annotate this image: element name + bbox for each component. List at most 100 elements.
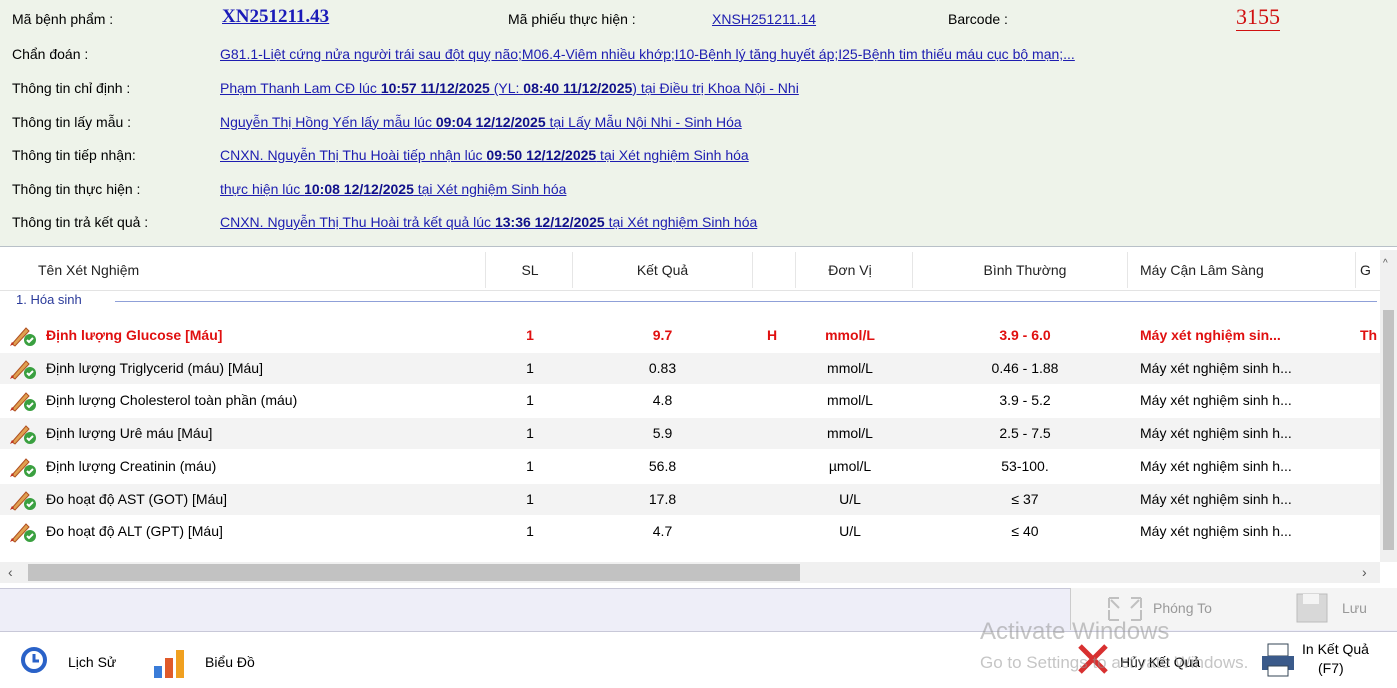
column-header[interactable]: G xyxy=(1360,262,1371,278)
specimen-label: Mã bệnh phẩm : xyxy=(12,11,114,27)
order-value: XNSH251211.14 xyxy=(712,11,817,27)
zoom-icon xyxy=(1108,597,1142,621)
cell-range: 53-100. xyxy=(1001,457,1049,474)
cell-name: Đo hoạt độ ALT (GPT) [Máu] xyxy=(46,523,223,540)
cell-name: Định lượng Urê máu [Máu] xyxy=(46,425,213,442)
column-separator xyxy=(752,252,753,288)
cell-name: Định lượng Cholesterol toàn phần (máu) xyxy=(46,392,298,409)
info-value: CNXN. Nguyễn Thị Thu Hoài tiếp nhận lúc … xyxy=(220,147,749,163)
info-part: 09:04 12/12/2025 xyxy=(435,113,546,130)
watermark-text: Go to Settings to activate Windows. xyxy=(980,653,1249,672)
info-value: Phạm Thanh Lam CĐ lúc 10:57 11/12/2025 (… xyxy=(220,80,799,96)
info-value: CNXN. Nguyễn Thị Thu Hoài trả kết quả lú… xyxy=(220,214,757,230)
cancel-button[interactable]: Hủy Kết Quả xyxy=(1120,654,1201,670)
cell-unit: mmol/L xyxy=(827,425,873,442)
cell-range: 3.9 - 6.0 xyxy=(999,327,1051,343)
cell-machine: Máy xét nghiệm sinh h... xyxy=(1140,490,1292,507)
info-part: CNXN. Nguyễn Thị Thu Hoài tiếp nhận lúc xyxy=(220,147,487,163)
cell-unit: µmol/L xyxy=(828,457,872,474)
info-label: Thông tin thực hiện : xyxy=(12,180,141,197)
column-header[interactable]: SL xyxy=(521,262,539,278)
v-thumb[interactable] xyxy=(1383,310,1394,550)
row-icon xyxy=(8,422,38,449)
h-thumb[interactable] xyxy=(28,564,800,581)
history-button[interactable]: Lịch Sử xyxy=(68,654,117,670)
cell-qty: 1 xyxy=(526,457,534,474)
column-separator xyxy=(572,252,573,288)
column-header[interactable]: Máy Cận Lâm Sàng xyxy=(1140,262,1264,278)
cell-result: 5.9 xyxy=(652,425,673,442)
toolbar-right xyxy=(1070,588,1397,630)
info-part: ) tại Điều trị Khoa Nội - Nhi xyxy=(632,80,799,96)
info-part: 09:50 12/12/2025 xyxy=(486,147,597,163)
cell-qty: 1 xyxy=(526,523,534,540)
chart-icon xyxy=(154,650,184,678)
info-part: tại Xét nghiệm Sinh hóa xyxy=(596,147,749,163)
barcode-value: 3155 xyxy=(1236,4,1280,31)
info-part: 10:08 12/12/2025 xyxy=(304,180,414,197)
column-header[interactable]: Bình Thường xyxy=(983,262,1067,278)
column-header[interactable]: Tên Xét Nghiệm xyxy=(38,262,140,278)
info-part: 13:36 12/12/2025 xyxy=(494,214,605,230)
print-icon xyxy=(1262,643,1294,677)
cell-result: 9.7 xyxy=(652,327,673,343)
print-button[interactable]: In Kết Quả xyxy=(1302,641,1369,657)
cell-machine: Máy xét nghiệm sinh h... xyxy=(1140,359,1292,376)
row-icon xyxy=(8,455,38,482)
h-scrollbar[interactable]: ‹ › xyxy=(0,562,1380,583)
row-icon xyxy=(8,324,38,351)
cell-unit: mmol/L xyxy=(827,392,873,409)
watermark-title: Activate Windows xyxy=(980,618,1170,645)
group-line xyxy=(115,301,1377,302)
print-key: (F7) xyxy=(1318,660,1344,676)
info-part: 10:57 11/12/2025 xyxy=(380,80,490,96)
row-band xyxy=(0,483,1380,515)
cell-unit: mmol/L xyxy=(827,359,873,376)
column-separator xyxy=(1127,252,1128,288)
info-part: tại Xét nghiệm Sinh hóa xyxy=(413,180,567,197)
header-panel xyxy=(0,0,1397,247)
info-label: Thông tin trả kết quả : xyxy=(12,214,149,230)
column-separator xyxy=(485,252,486,288)
info-label: Thông tin tiếp nhận: xyxy=(12,147,136,163)
cell-machine: Máy xét nghiệm sin... xyxy=(1140,327,1281,343)
column-header[interactable]: Kết Quả xyxy=(636,262,689,278)
row-icon xyxy=(8,520,38,547)
cell-range: 0.46 - 1.88 xyxy=(991,359,1059,376)
cell-result: 4.7 xyxy=(652,523,673,540)
chart-button[interactable]: Biểu Đồ xyxy=(205,654,255,670)
info-label: Thông tin chỉ định : xyxy=(12,80,131,96)
column-separator xyxy=(912,252,913,288)
cell-machine: Máy xét nghiệm sinh h... xyxy=(1140,457,1292,474)
cell-machine: Máy xét nghiệm sinh h... xyxy=(1140,523,1292,540)
specimen-value: XN251211.43 xyxy=(222,6,330,27)
cell-flag: H xyxy=(766,327,778,343)
diagnosis-value: G81.1-Liệt cứng nửa người trái sau đột q… xyxy=(220,46,1075,62)
group-label: 1. Hóa sinh xyxy=(16,292,82,307)
info-label: Thông tin lấy mẫu : xyxy=(12,113,132,130)
info-part: CNXN. Nguyễn Thị Thu Hoài trả kết quả lú… xyxy=(220,214,495,230)
column-separator xyxy=(795,252,796,288)
cell-range: ≤ 40 xyxy=(1011,523,1039,540)
column-header[interactable]: Đơn Vị xyxy=(828,262,872,278)
info-part: 08:40 11/12/2025 xyxy=(523,80,633,96)
info-part: Phạm Thanh Lam CĐ lúc xyxy=(220,80,381,96)
cell-result: 17.8 xyxy=(648,490,677,507)
cell-qty: 1 xyxy=(526,392,534,409)
cell-name: Đo hoạt độ AST (GOT) [Máu] xyxy=(46,490,228,507)
divider xyxy=(0,290,1380,291)
save-button[interactable]: Lưu xyxy=(1342,600,1367,616)
row-icon xyxy=(8,488,38,515)
v-scrollbar[interactable]: ^ xyxy=(1380,250,1397,562)
info-value: thực hiện lúc 10:08 12/12/2025 tại Xét n… xyxy=(220,181,566,197)
row-band xyxy=(0,352,1380,384)
zoom-button[interactable]: Phóng To xyxy=(1153,600,1212,616)
cell-qty: 1 xyxy=(526,425,534,442)
diagnosis-label: Chẩn đoán : xyxy=(12,46,89,62)
barcode-label: Barcode : xyxy=(948,11,1008,27)
info-part: tại Lấy Mẫu Nội Nhi - Sinh Hóa xyxy=(545,113,742,130)
cell-machine: Máy xét nghiệm sinh h... xyxy=(1140,425,1292,442)
cell-range: 3.9 - 5.2 xyxy=(999,392,1051,409)
save-icon xyxy=(1296,593,1328,623)
